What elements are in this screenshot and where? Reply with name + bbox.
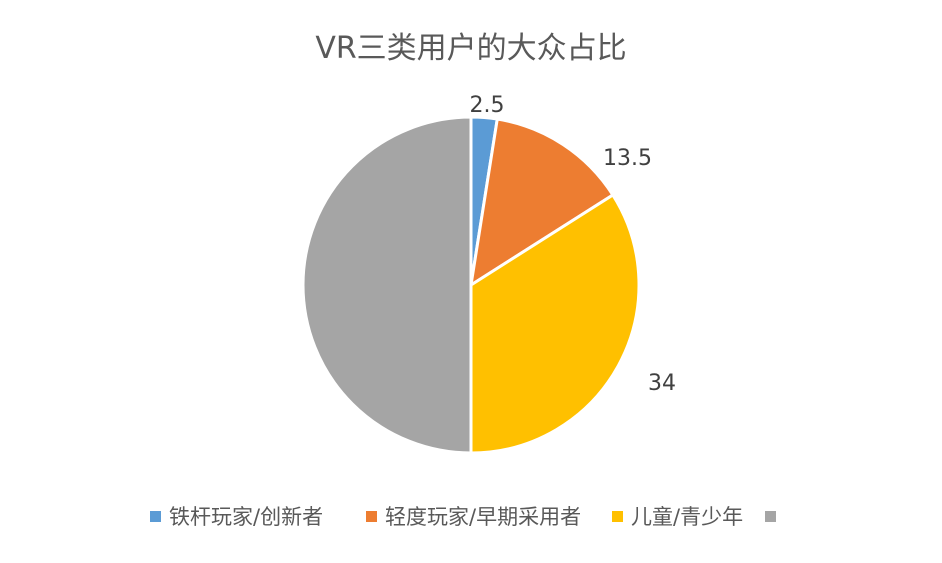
legend-swatch	[612, 511, 623, 522]
legend-swatch	[366, 511, 377, 522]
pie-slice	[301, 115, 473, 455]
legend: 铁杆玩家/创新者 轻度玩家/早期采用者 儿童/青少年	[150, 505, 776, 529]
pie-slices	[301, 115, 641, 455]
legend-label: 儿童/青少年	[631, 505, 743, 529]
data-label: 2.5	[470, 93, 505, 118]
legend-swatch	[150, 511, 161, 522]
data-labels: 2.5 13.5 34	[470, 93, 677, 396]
legend-swatch	[765, 511, 776, 522]
chart-title: VR三类用户的大众占比	[315, 31, 626, 66]
data-label: 13.5	[603, 146, 652, 171]
pie-slice	[468, 117, 615, 289]
legend-label: 轻度玩家/早期采用者	[385, 505, 581, 529]
pie-slice	[469, 192, 641, 455]
data-label: 34	[648, 371, 676, 396]
legend-label: 铁杆玩家/创新者	[169, 505, 323, 529]
